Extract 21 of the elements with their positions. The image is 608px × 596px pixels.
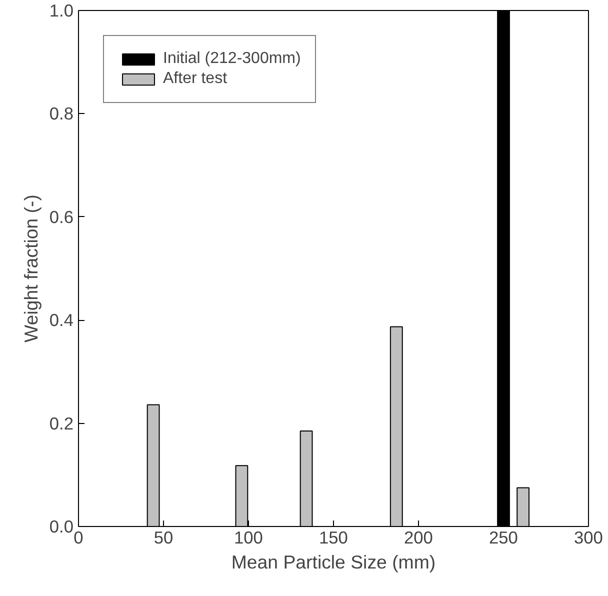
x-tick-label: 100	[234, 528, 263, 548]
bar	[146, 404, 160, 526]
legend-label: Initial (212-300mm)	[163, 50, 301, 68]
bar	[516, 487, 530, 526]
bar	[390, 326, 403, 526]
legend-label: After test	[163, 70, 228, 88]
x-tick-label: 300	[574, 528, 603, 548]
x-tick-label: 50	[154, 528, 174, 548]
y-tick-label: 0.4	[49, 310, 74, 330]
y-tick-label: 0.8	[49, 104, 74, 124]
y-tick-label: 0.6	[49, 206, 74, 227]
x-axis-title: Mean Particle Size (mm)	[231, 552, 436, 572]
x-tick-label: 250	[489, 528, 518, 548]
bar	[300, 430, 313, 526]
x-tick-label: 200	[404, 528, 433, 548]
y-tick-label: 0.2	[49, 413, 74, 434]
x-tick-label: 150	[319, 528, 348, 548]
y-tick-label: 0.0	[49, 516, 74, 536]
x-tick-label: 0	[74, 528, 84, 548]
y-tick-label: 1.0	[49, 0, 74, 20]
y-axis-title: Weight fraction (-)	[20, 194, 42, 342]
